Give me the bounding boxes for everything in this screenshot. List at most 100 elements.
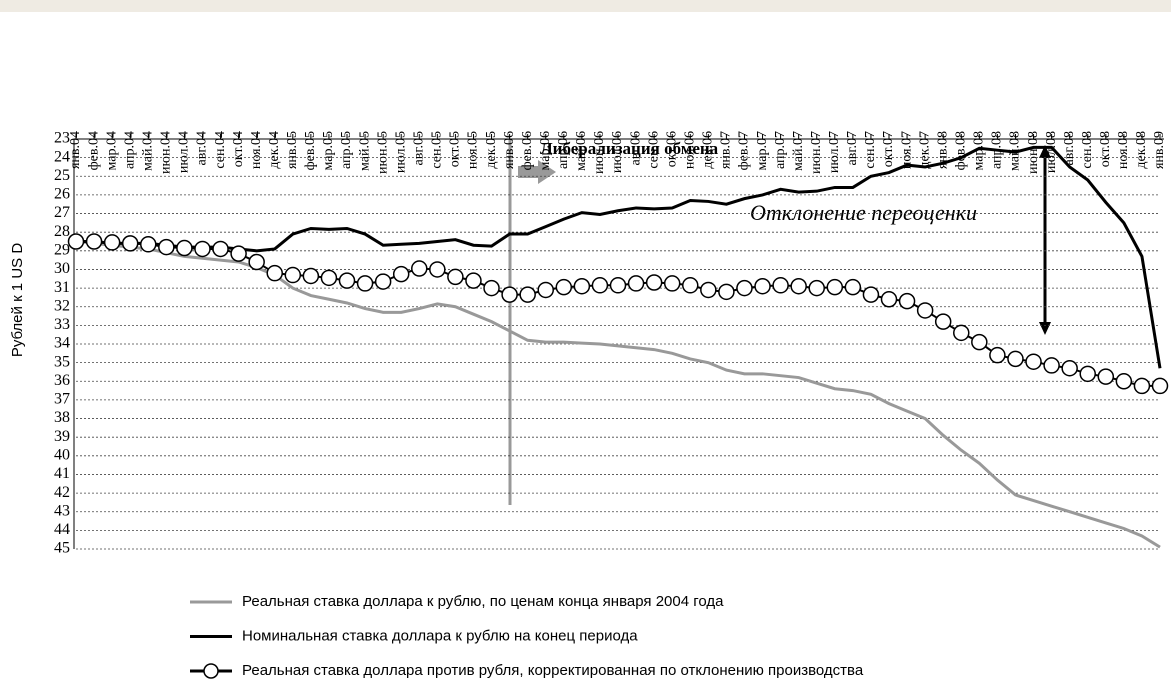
legend-label: Реальная ставка доллара против рубля, ко…	[242, 662, 864, 679]
x-tick-label: май.07	[791, 131, 806, 171]
x-tick-label: дек.06	[701, 131, 716, 169]
x-tick-label: июн.04	[159, 131, 174, 174]
y-tick-label: 39	[54, 428, 70, 445]
marker	[374, 273, 392, 290]
marker	[736, 279, 753, 297]
y-tick-label: 27	[54, 204, 70, 221]
y-tick-label: 45	[54, 540, 70, 557]
x-tick-label: ноя.05	[466, 131, 481, 169]
y-tick-label: 35	[54, 353, 70, 370]
annotation-arrow	[518, 160, 556, 184]
marker	[1115, 373, 1133, 390]
marker	[483, 279, 500, 297]
x-tick-label: июн.07	[809, 131, 824, 174]
marker	[1133, 377, 1151, 395]
x-tick-label: авг.05	[411, 131, 426, 166]
x-tick-label: окт.08	[1098, 131, 1113, 167]
marker	[176, 239, 193, 257]
marker	[158, 238, 175, 256]
marker	[591, 277, 609, 294]
marker	[103, 234, 121, 251]
series-line	[76, 145, 1162, 369]
y-tick-label: 40	[54, 446, 70, 463]
marker	[194, 240, 211, 258]
marker	[266, 264, 283, 282]
annotation: Либерализация обмена	[540, 139, 719, 158]
x-tick-label: апр.05	[339, 131, 354, 169]
x-tick-label: июн.06	[592, 131, 607, 174]
x-tick-label: июл.05	[393, 131, 408, 173]
marker	[1025, 353, 1042, 370]
marker	[537, 281, 554, 299]
marker	[320, 269, 338, 287]
x-tick-label: апр.04	[122, 131, 137, 169]
marker	[465, 272, 482, 289]
x-tick-label: фев.08	[953, 131, 968, 170]
marker	[772, 277, 789, 294]
marker	[934, 313, 952, 330]
x-tick-label: сен.05	[430, 131, 445, 169]
x-tick-label: сен.08	[1080, 131, 1095, 169]
x-tick-label: мар.05	[321, 131, 336, 170]
x-tick-label: фев.05	[303, 131, 318, 170]
marker	[67, 233, 85, 250]
y-tick-label: 42	[54, 484, 70, 501]
y-tick-label: 28	[54, 223, 70, 240]
y-tick-label: 31	[54, 279, 70, 296]
marker	[754, 277, 771, 295]
x-tick-label: июн.05	[375, 131, 390, 174]
x-tick-label: ноя.08	[1116, 131, 1131, 169]
y-tick-label: 30	[54, 260, 70, 277]
marker	[1061, 359, 1078, 377]
x-tick-label: июл.04	[177, 131, 192, 173]
x-tick-label: сен.04	[213, 131, 228, 169]
x-tick-label: мар.04	[104, 131, 119, 170]
x-tick-label: окт.06	[664, 131, 679, 167]
y-tick-label: 24	[54, 148, 70, 165]
x-tick-label: дек.07	[917, 131, 932, 169]
marker	[609, 277, 627, 294]
marker	[682, 277, 699, 294]
plot: 2324252627282930313233343536373839404142…	[54, 130, 1169, 679]
marker	[140, 236, 157, 253]
y-tick-label: 41	[54, 465, 70, 482]
x-tick-label: фев.06	[520, 131, 535, 170]
top-band	[0, 0, 1171, 12]
marker	[392, 265, 410, 283]
x-tick-label: авг.08	[1062, 131, 1077, 166]
y-tick-label: 33	[54, 316, 70, 333]
y-tick-label: 38	[54, 409, 70, 426]
x-tick-label: май.06	[574, 131, 589, 171]
x-tick-label: авг.06	[628, 131, 643, 166]
marker	[230, 245, 247, 262]
x-tick-label: дек.05	[484, 131, 499, 169]
y-tick-label: 43	[54, 502, 70, 519]
x-tick-label: янв.09	[1152, 131, 1167, 169]
marker	[916, 302, 934, 319]
legend-label: Реальная ставка доллара к рублю, по цена…	[242, 593, 724, 610]
x-tick-label: янв.06	[502, 131, 517, 169]
marker	[121, 235, 139, 252]
x-tick-label: янв.07	[719, 131, 734, 169]
marker	[989, 346, 1006, 364]
marker	[1151, 377, 1169, 395]
y-tick-label: 23	[54, 130, 70, 147]
marker	[898, 292, 916, 310]
annotation: Отклонение переоценки	[750, 200, 977, 225]
marker	[573, 277, 591, 295]
x-tick-label: сен.07	[863, 131, 878, 169]
x-tick-label: авг.04	[195, 131, 210, 166]
marker	[411, 260, 428, 277]
x-tick-label: янв.08	[935, 131, 950, 169]
x-tick-label: окт.04	[231, 131, 246, 167]
x-tick-label: май.05	[357, 131, 372, 171]
x-tick-label: май.04	[140, 131, 155, 171]
x-tick-label: июл.07	[827, 131, 842, 173]
x-tick-label: сен.06	[646, 131, 661, 169]
x-tick-label: мар.08	[972, 131, 987, 170]
x-tick-label: апр.07	[773, 131, 788, 169]
y-axis-label: Рублей к 1 US D	[9, 243, 26, 357]
marker	[645, 274, 663, 291]
marker	[1097, 368, 1115, 385]
